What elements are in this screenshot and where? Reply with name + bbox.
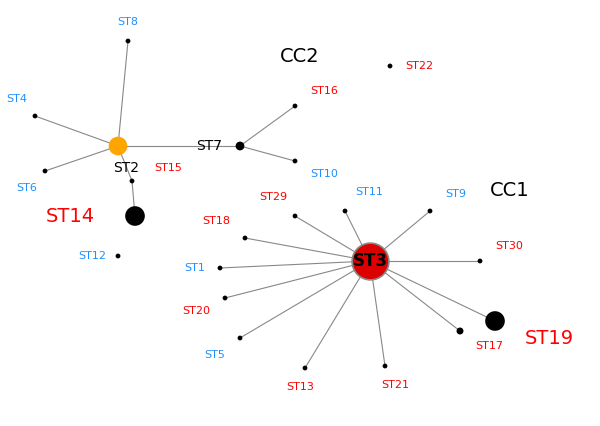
Point <box>130 213 140 219</box>
Point <box>365 258 375 265</box>
Point <box>455 328 465 334</box>
Text: ST18: ST18 <box>202 216 230 226</box>
Point <box>113 253 123 259</box>
Text: ST29: ST29 <box>259 192 287 202</box>
Text: ST3: ST3 <box>353 252 388 270</box>
Text: ST5: ST5 <box>204 350 225 360</box>
Text: ST6: ST6 <box>16 183 37 193</box>
Point <box>215 265 225 271</box>
Text: CC1: CC1 <box>490 181 530 201</box>
Point <box>127 178 137 184</box>
Text: ST22: ST22 <box>405 61 433 71</box>
Point <box>385 63 395 69</box>
Text: ST16: ST16 <box>310 86 338 96</box>
Text: ST30: ST30 <box>495 241 523 251</box>
Point <box>240 235 250 242</box>
Text: ST20: ST20 <box>182 306 210 316</box>
Text: ST19: ST19 <box>525 329 574 348</box>
Text: ST4: ST4 <box>6 94 27 104</box>
Point <box>235 334 245 341</box>
Point <box>290 158 300 164</box>
Point <box>475 258 485 265</box>
Point <box>220 295 230 302</box>
Text: ST17: ST17 <box>475 341 503 351</box>
Point <box>380 363 390 369</box>
Text: ST12: ST12 <box>78 251 106 261</box>
Point <box>300 365 310 371</box>
Text: ST1: ST1 <box>184 263 205 273</box>
Text: ST21: ST21 <box>381 380 409 390</box>
Text: ST8: ST8 <box>118 17 139 27</box>
Text: ST7: ST7 <box>196 139 222 153</box>
Point <box>340 207 350 214</box>
Text: CC2: CC2 <box>280 46 320 66</box>
Text: ST11: ST11 <box>355 187 383 197</box>
Point <box>425 207 435 214</box>
Text: ST13: ST13 <box>286 382 314 392</box>
Point <box>123 37 133 44</box>
Point <box>40 167 50 174</box>
Point <box>290 213 300 219</box>
Point <box>490 318 500 325</box>
Text: ST15: ST15 <box>154 163 182 173</box>
Text: ST14: ST14 <box>46 207 95 225</box>
Text: ST10: ST10 <box>310 169 338 179</box>
Point <box>30 112 40 119</box>
Text: ST2: ST2 <box>113 161 139 175</box>
Text: ST9: ST9 <box>445 189 466 199</box>
Point <box>113 143 123 150</box>
Point <box>235 143 245 150</box>
Point <box>290 103 300 109</box>
